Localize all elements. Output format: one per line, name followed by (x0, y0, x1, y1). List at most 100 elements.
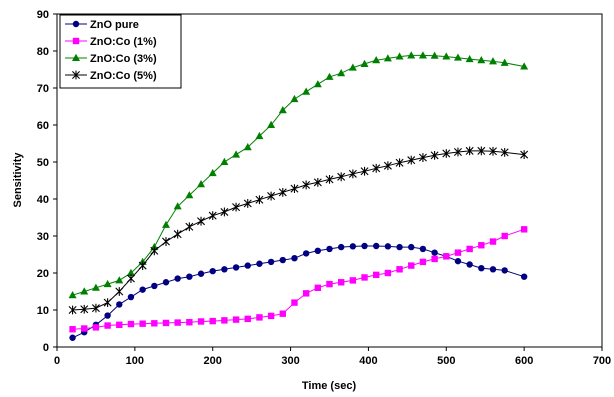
data-point (302, 87, 311, 95)
data-point (453, 147, 462, 157)
legend-item: ZnO:Co (3%) (65, 53, 157, 65)
series-4 (68, 146, 529, 315)
data-point (104, 322, 111, 329)
data-point (442, 149, 451, 158)
data-point (489, 238, 497, 245)
legend-label: ZnO:Co (5%) (90, 70, 157, 82)
data-point (127, 320, 135, 328)
data-point (291, 255, 298, 262)
data-point (520, 226, 528, 233)
series-2 (69, 226, 528, 333)
data-point (348, 169, 357, 179)
data-point (244, 262, 251, 269)
data-point (396, 266, 403, 273)
data-point (291, 299, 298, 306)
y-tick-label: 90 (37, 9, 49, 21)
data-point (372, 56, 381, 64)
data-point (267, 191, 276, 201)
data-point (501, 267, 508, 274)
data-point (396, 243, 403, 251)
data-point (232, 264, 240, 271)
data-point (115, 287, 124, 296)
data-point (72, 53, 80, 61)
data-point (395, 158, 404, 168)
data-point (162, 220, 170, 228)
data-point (209, 317, 216, 325)
data-point (373, 271, 380, 279)
data-point (443, 253, 450, 260)
y-tick-label: 60 (37, 120, 49, 132)
x-tick-label: 500 (437, 355, 455, 367)
data-point (174, 275, 181, 282)
data-point (361, 242, 368, 250)
data-point (150, 246, 159, 256)
y-tick-label: 30 (37, 231, 49, 243)
data-point (104, 312, 111, 319)
data-point (361, 274, 368, 281)
data-point (92, 324, 100, 331)
data-point (173, 229, 182, 239)
data-point (419, 245, 427, 253)
data-point (520, 62, 529, 70)
y-tick-label: 70 (37, 83, 49, 95)
data-point (454, 249, 462, 256)
data-point (232, 316, 240, 323)
data-point (208, 168, 217, 177)
data-point (151, 320, 158, 327)
data-point (173, 202, 182, 210)
data-point (232, 202, 241, 212)
data-point (407, 51, 416, 59)
data-point (453, 53, 462, 61)
data-point (116, 321, 123, 328)
data-point (81, 325, 88, 332)
data-point (384, 269, 392, 277)
data-point (465, 146, 474, 156)
data-point (278, 187, 287, 197)
y-tick-label: 0 (43, 342, 49, 354)
data-point (454, 257, 462, 265)
legend-label: ZnO:Co (1%) (90, 36, 157, 48)
data-point (302, 250, 310, 257)
data-point (127, 293, 135, 301)
data-point (243, 199, 252, 208)
series-1 (69, 242, 528, 341)
y-tick-label: 50 (37, 157, 49, 169)
x-tick-label: 0 (54, 355, 60, 367)
data-point (520, 150, 529, 159)
data-point (243, 143, 252, 151)
data-point (337, 243, 345, 251)
data-point (314, 247, 322, 254)
data-point (430, 51, 439, 59)
data-point (68, 305, 77, 315)
data-point (360, 166, 369, 176)
y-tick-label: 20 (37, 268, 49, 280)
data-point (313, 80, 322, 88)
data-point (337, 69, 346, 77)
legend-item: ZnO:Co (5%) (65, 70, 157, 82)
data-point (91, 283, 100, 291)
x-tick-label: 200 (204, 355, 222, 367)
x-tick-label: 700 (593, 355, 611, 367)
data-point (383, 54, 392, 62)
data-point (267, 258, 275, 266)
data-point (138, 261, 147, 270)
data-point (244, 315, 251, 323)
x-tick-label: 100 (126, 355, 144, 367)
x-tick-label: 300 (281, 355, 299, 367)
y-tick-label: 80 (37, 46, 49, 58)
data-point (162, 319, 170, 327)
data-point (115, 276, 124, 284)
legend: ZnO pure ZnO:Co (1%) ZnO:Co (3%) ZnO:Co (5%… (59, 14, 182, 89)
data-point (478, 242, 485, 249)
data-point (302, 180, 311, 190)
data-point (68, 291, 77, 299)
data-point (255, 131, 264, 140)
data-point (349, 243, 357, 250)
data-point (337, 279, 345, 286)
data-point (314, 284, 322, 291)
data-point (418, 153, 427, 162)
data-point (313, 177, 322, 187)
data-point (69, 326, 76, 333)
data-point (186, 273, 193, 280)
data-point (139, 286, 146, 293)
